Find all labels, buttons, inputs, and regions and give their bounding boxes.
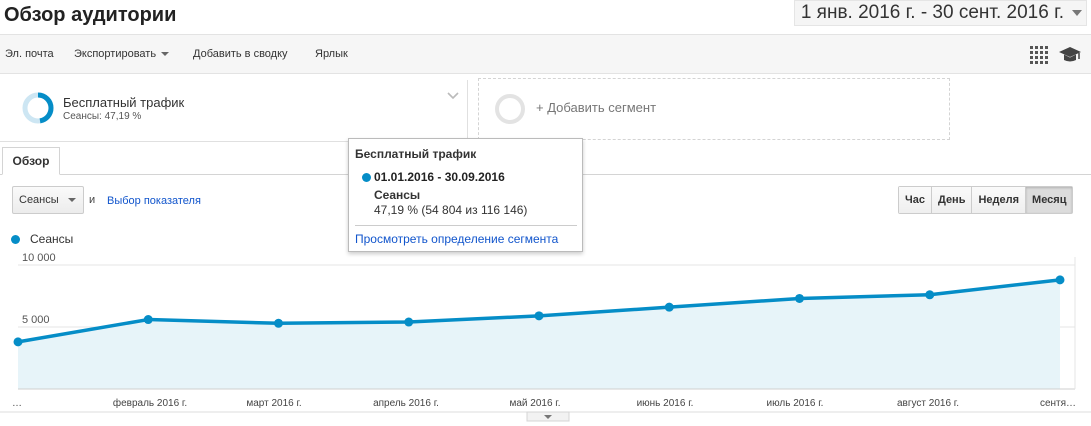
y-tick-label: 5 000 — [22, 314, 50, 326]
data-point — [404, 317, 414, 327]
x-tick-label: март 2016 г. — [246, 398, 301, 409]
tooltip-divider — [355, 225, 577, 226]
date-range-picker[interactable]: 1 янв. 2016 г. - 30 сент. 2016 г. — [793, 0, 1087, 26]
email-button[interactable]: Эл. почта — [5, 48, 54, 60]
segment-subtitle: Сеансы: 47,19 % — [63, 111, 142, 122]
x-tick-label: апрель 2016 г. — [373, 398, 439, 409]
data-point — [274, 318, 283, 328]
segment-name: Бесплатный трафик — [63, 95, 185, 110]
data-point — [925, 290, 935, 300]
chevron-down-icon — [161, 52, 170, 57]
sessions-chart: 5 000 10 000 … февраль 2016 г. март 2016 г. а… — [0, 252, 1091, 422]
period-toggle: Час День Неделя Месяц — [898, 186, 1074, 214]
metric-select[interactable]: Сеансы — [12, 186, 84, 214]
add-to-dashboard-button[interactable]: Добавить в сводку — [193, 48, 288, 60]
data-point — [13, 337, 23, 347]
x-tick-label: май 2016 г. — [509, 398, 560, 409]
chevron-down-icon — [544, 415, 552, 419]
graduation-cap-icon[interactable] — [1058, 44, 1082, 66]
series-area — [18, 279, 1060, 389]
tooltip-dot — [362, 172, 371, 182]
tooltip-date: 01.01.2016 - 30.09.2016 — [374, 170, 505, 184]
chevron-down-icon — [68, 198, 76, 202]
x-tick-label: сентя… — [1040, 398, 1076, 409]
pick-metric-link[interactable]: Выбор показателя — [107, 195, 201, 207]
data-point — [664, 302, 674, 312]
y-tick-label: 10 000 — [22, 252, 56, 264]
add-segment-button[interactable]: + Добавить сегмент — [478, 78, 950, 140]
add-segment-label: + Добавить сегмент — [536, 100, 657, 115]
x-tick-label: … — [12, 398, 22, 409]
segment-ring-icon — [22, 92, 54, 124]
chevron-down-icon[interactable] — [446, 88, 460, 102]
shortcut-button[interactable]: Ярлык — [315, 48, 348, 60]
date-range-label: 1 янв. 2016 г. - 30 сент. 2016 г. — [800, 2, 1064, 23]
tooltip-value: 47,19 % (54 804 из 116 146) — [374, 203, 528, 217]
period-day-button[interactable]: День — [931, 187, 973, 213]
x-tick-label: февраль 2016 г. — [113, 397, 187, 409]
grid-icon[interactable] — [1030, 46, 1048, 64]
period-month-button[interactable]: Месяц — [1026, 187, 1073, 213]
tab-overview[interactable]: Обзор — [2, 147, 60, 175]
legend-dot — [11, 234, 20, 244]
segment-tooltip: Бесплатный трафик 01.01.2016 - 30.09.201… — [348, 138, 583, 252]
chart-legend: Сеансы — [11, 232, 73, 246]
metric-select-label: Сеансы — [19, 194, 59, 206]
page-title: Обзор аудитории — [4, 4, 177, 26]
segment-placeholder-icon — [495, 94, 525, 124]
data-point — [1055, 275, 1065, 285]
x-tick-label: август 2016 г. — [897, 398, 959, 409]
toolbar: Эл. почта Экспортировать Добавить в свод… — [0, 34, 1091, 74]
export-label: Экспортировать — [74, 48, 157, 60]
x-tick-label: июль 2016 г. — [767, 398, 824, 409]
tooltip-title: Бесплатный трафик — [355, 147, 477, 161]
data-point — [534, 311, 544, 321]
segment-definition-link[interactable]: Просмотреть определение сегмента — [355, 232, 559, 246]
export-button[interactable]: Экспортировать — [74, 48, 170, 60]
data-point — [143, 315, 153, 325]
legend-label: Сеансы — [30, 232, 74, 246]
segment-card[interactable]: Бесплатный трафик Сеансы: 47,19 % — [0, 80, 468, 142]
chevron-down-icon — [1072, 10, 1082, 16]
x-tick-label: июнь 2016 г. — [637, 398, 694, 409]
data-point — [795, 293, 804, 303]
period-week-button[interactable]: Неделя — [972, 187, 1027, 213]
tooltip-metric: Сеансы — [374, 188, 421, 202]
period-hour-button[interactable]: Час — [899, 187, 932, 213]
and-label: и — [89, 194, 96, 206]
